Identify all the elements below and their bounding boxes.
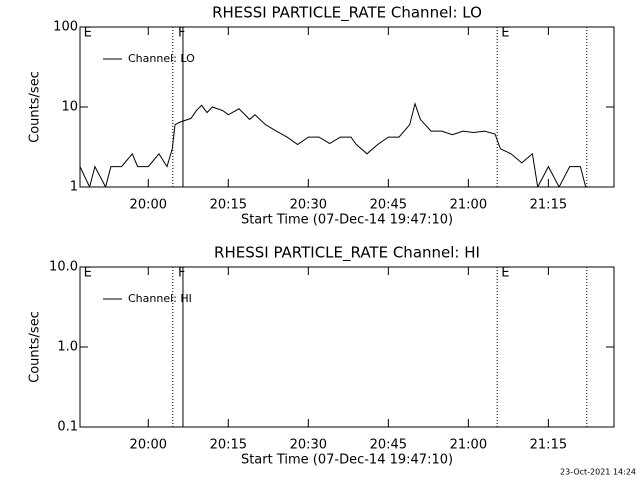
y-tick-label: 100 [53,20,78,35]
y-tick-label: 0.1 [57,420,78,435]
x-tick-label: 20:30 [290,198,327,213]
x-tick-label: 20:15 [210,438,247,453]
y-tick-label: 1 [70,180,78,195]
x-tick-label: 20:45 [370,438,407,453]
chart-title: RHESSI PARTICLE_RATE Channel: HI [214,244,480,263]
x-tick-label: 20:30 [290,438,327,453]
chart-title: RHESSI PARTICLE_RATE Channel: LO [212,4,482,23]
x-tick-label: 21:00 [450,438,487,453]
y-axis-label: Counts/sec [28,71,43,143]
event-flag: E [501,26,509,41]
event-flag: F [178,26,185,41]
x-tick-label: 20:15 [210,198,247,213]
y-tick-label: 1.0 [57,340,78,355]
event-flag: F [178,266,185,281]
y-axis-label: Counts/sec [28,311,43,383]
x-tick-label: 20:00 [130,198,167,213]
x-tick-label: 20:00 [130,438,167,453]
x-tick-label: 20:45 [370,198,407,213]
legend-label: Channel: LO [128,52,195,65]
event-flag: E [84,266,92,281]
event-flag: E [501,266,509,281]
x-axis-label: Start Time (07-Dec-14 19:47:10) [241,453,453,468]
legend-label: Channel: HI [128,292,192,305]
x-axis-label: Start Time (07-Dec-14 19:47:10) [241,213,453,228]
x-tick-label: 21:00 [450,198,487,213]
y-tick-label: 10.0 [49,260,78,275]
footer: 23-Oct-2021 14:24 [560,468,636,477]
x-tick-label: 21:15 [530,438,567,453]
y-tick-label: 10 [61,100,78,115]
x-tick-label: 21:15 [530,198,567,213]
data-line [80,101,587,187]
event-flag: E [84,26,92,41]
